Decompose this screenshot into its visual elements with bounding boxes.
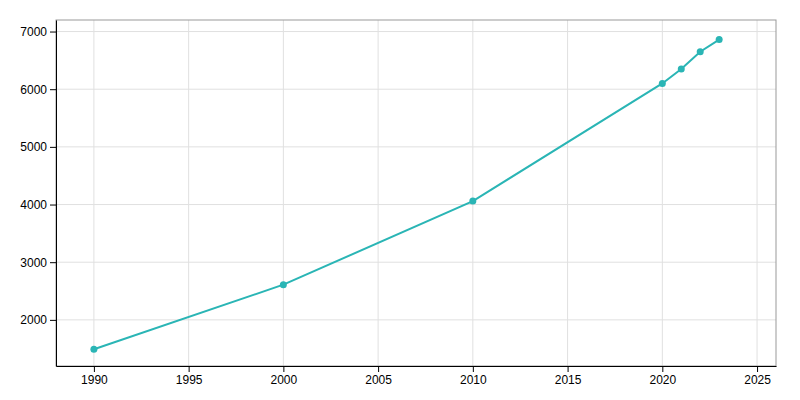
grid-line — [662, 20, 663, 366]
tick-mark — [473, 366, 474, 372]
grid-line — [56, 146, 776, 147]
point — [716, 36, 723, 43]
x-axis: 1990 1995 2000 2005 2010 2015 2020 2025 — [57, 366, 777, 387]
tick-mark — [50, 89, 56, 90]
tick: 3000 — [20, 256, 56, 270]
plot-area: 1990 1995 2000 2005 2010 2015 2020 2025 2000 3000… — [20, 20, 776, 387]
line — [94, 40, 719, 350]
point — [90, 346, 97, 353]
tick-label: 2010 — [460, 373, 487, 387]
tick: 5000 — [20, 140, 56, 154]
grid — [56, 20, 776, 366]
axis-line — [57, 366, 777, 367]
tick: 2020 — [649, 366, 676, 387]
plot-frame — [56, 20, 776, 366]
point — [469, 198, 476, 205]
grid-line — [567, 20, 568, 366]
grid-line — [757, 20, 758, 366]
tick-label: 4000 — [20, 198, 47, 212]
point — [697, 48, 704, 55]
point — [659, 80, 666, 87]
tick-label: 7000 — [20, 25, 47, 39]
grid-line — [378, 20, 379, 366]
grid-line — [93, 20, 94, 366]
tick: 2010 — [460, 366, 487, 387]
tick: 1990 — [81, 366, 108, 387]
tick-mark — [50, 147, 56, 148]
tick-mark — [662, 366, 663, 372]
tick-mark — [50, 320, 56, 321]
grid-line — [283, 20, 284, 366]
grid-line — [56, 31, 776, 32]
tick: 2000 — [20, 313, 56, 327]
tick-mark — [50, 205, 56, 206]
tick-label: 3000 — [20, 256, 47, 270]
tick-label: 2025 — [744, 373, 771, 387]
tick-label: 1995 — [176, 373, 203, 387]
tick-label: 2000 — [271, 373, 298, 387]
chart: 1990 1995 2000 2005 2010 2015 2020 2025 2000 3000… — [0, 0, 800, 400]
y-axis: 2000 3000 4000 5000 6000 7000 — [20, 21, 56, 367]
grid-line — [188, 20, 189, 366]
axis-line — [56, 21, 57, 367]
tick: 1995 — [176, 366, 203, 387]
tick-mark — [50, 262, 56, 263]
tick-label: 2005 — [365, 373, 392, 387]
tick: 7000 — [20, 25, 56, 39]
tick-label: 2000 — [20, 313, 47, 327]
point — [678, 66, 685, 73]
tick-label: 5000 — [20, 140, 47, 154]
tick-label: 1990 — [81, 373, 108, 387]
tick-mark — [94, 366, 95, 372]
tick: 2005 — [365, 366, 392, 387]
tick: 2015 — [555, 366, 582, 387]
grid-line — [56, 204, 776, 205]
tick-mark — [757, 366, 758, 372]
tick-mark — [568, 366, 569, 372]
grid-line — [56, 319, 776, 320]
grid-line — [472, 20, 473, 366]
tick: 2025 — [744, 366, 771, 387]
tick: 6000 — [20, 83, 56, 97]
point — [280, 281, 287, 288]
tick-label: 2020 — [649, 373, 676, 387]
tick-mark — [378, 366, 379, 372]
tick-mark — [283, 366, 284, 372]
grid-line — [56, 262, 776, 263]
tick: 4000 — [20, 198, 56, 212]
tick: 2000 — [271, 366, 298, 387]
marks — [90, 36, 722, 353]
grid-line — [56, 89, 776, 90]
tick-mark — [50, 32, 56, 33]
tick-label: 6000 — [20, 83, 47, 97]
tick-label: 2015 — [555, 373, 582, 387]
tick-mark — [189, 366, 190, 372]
